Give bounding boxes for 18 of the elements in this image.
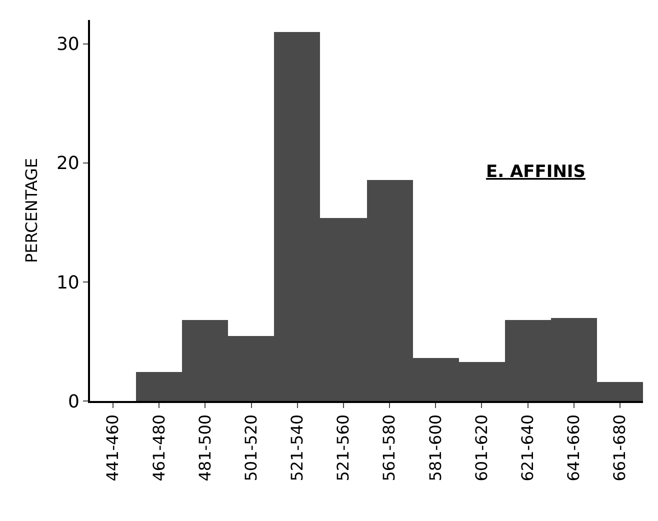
- x-tick-label: 441-460: [103, 414, 122, 482]
- x-tick-label: 641-660: [564, 414, 584, 482]
- x-tick-label: 481-500: [195, 414, 214, 482]
- x-tick-label: 461-480: [149, 414, 168, 482]
- x-tick-label: 661-680: [610, 414, 630, 482]
- x-tick-label: 561-580: [380, 414, 399, 482]
- x-tick-label: 521-560: [334, 414, 353, 482]
- x-tick-label: 521-540: [288, 414, 307, 482]
- y-tick-label: 20: [56, 153, 80, 174]
- x-tick-label: 581-600: [426, 414, 445, 482]
- y-axis-title: PERCENTAGE: [22, 158, 41, 264]
- annotation: E. AFFINIS: [486, 162, 586, 182]
- y-tick-label: 30: [56, 34, 80, 56]
- x-tick-label: 501-520: [241, 414, 260, 482]
- y-tick-label: 0: [68, 391, 80, 412]
- y-tick-label: 10: [56, 272, 80, 294]
- x-tick-label: 601-620: [472, 414, 491, 482]
- x-tick-label: 621-640: [518, 414, 537, 482]
